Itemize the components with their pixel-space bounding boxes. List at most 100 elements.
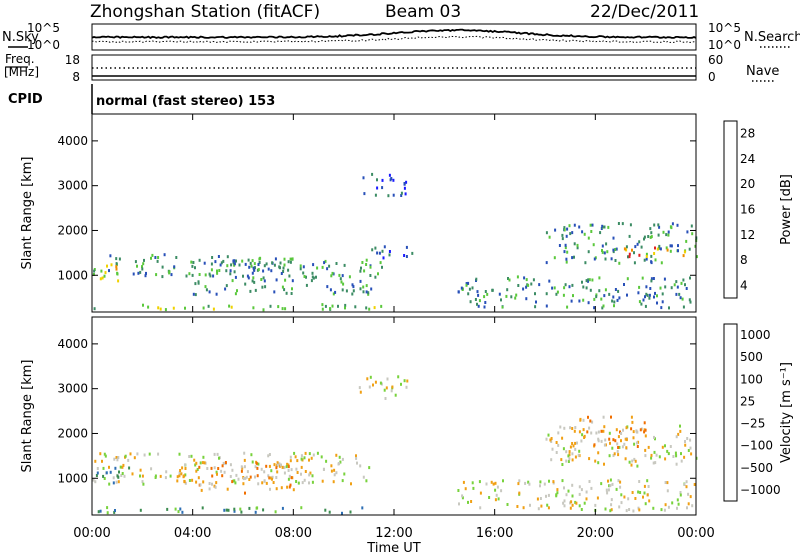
power-echo-cell	[617, 222, 620, 225]
power-echo-cell	[675, 292, 678, 296]
velocity-echo-cell	[693, 483, 696, 486]
velocity-echo-cell	[180, 472, 183, 476]
power-echo-cell	[691, 232, 694, 236]
velocity-echo-cell	[565, 493, 568, 497]
velocity-echo-cell	[202, 455, 205, 459]
velocity-echo-cell	[405, 385, 408, 389]
velocity-echo-cell	[139, 474, 141, 478]
velocity-echo-cell	[630, 415, 633, 419]
power-echo-cell	[535, 300, 537, 304]
velocity-echo-cell	[597, 439, 600, 443]
power-echo-cell	[677, 244, 679, 248]
power-echo-cell	[475, 277, 478, 281]
velocity-echo-cell	[188, 479, 191, 482]
power-echo-cell	[192, 292, 195, 296]
power-echo-cell	[332, 272, 335, 276]
power-echo-cell	[600, 297, 603, 301]
velocity-echo-cell	[679, 491, 682, 494]
velocity-echo-cell	[199, 483, 202, 487]
velocity-echo-cell	[183, 474, 186, 478]
power-echo-cell	[141, 265, 143, 269]
power-echo-cell	[474, 298, 477, 301]
velocity-echo-cell	[610, 498, 613, 502]
power-echo-cell	[373, 306, 376, 310]
x-axis-title: Time UT	[366, 541, 420, 554]
velocity-echo-cell	[671, 501, 674, 505]
velocity-echo-cell	[240, 510, 243, 514]
velocity-echo-cell	[103, 452, 106, 456]
power-echo-cell	[110, 263, 113, 267]
velocity-echo-cell	[214, 485, 217, 489]
velocity-echo-cell	[546, 503, 549, 507]
power-echo-cell	[219, 263, 222, 267]
power-echo-cell	[670, 244, 673, 248]
date-label: 22/Dec/2011	[590, 2, 699, 22]
velocity-echo-cell	[458, 502, 460, 506]
velocity-echo-cell	[517, 482, 520, 486]
power-echo-cell	[93, 268, 96, 271]
power-echo-cell	[154, 256, 157, 259]
power-echo-cell	[669, 244, 672, 248]
power-echo-cell	[185, 274, 188, 278]
power-echo-cell	[476, 290, 479, 294]
velocity-echo-cell	[548, 479, 550, 483]
power-echo-cell	[118, 257, 121, 261]
velocity-echo-cell	[669, 445, 672, 448]
velocity-echo-cell	[92, 478, 95, 482]
velocity-echo-cell	[295, 480, 298, 483]
power-echo-cell	[247, 258, 250, 262]
velocity-echo-cell	[243, 458, 246, 462]
power-echo-cell	[568, 224, 571, 228]
power-echo-cell	[657, 233, 660, 237]
power-echo-cell	[467, 281, 470, 285]
velocity-echo-cell	[301, 481, 304, 485]
power-echo-cell	[367, 291, 370, 295]
velocity-echo-cell	[181, 510, 184, 514]
velocity-echo-cell	[478, 480, 481, 484]
velocity-echo-cell	[571, 494, 574, 498]
velocity-echo-cell	[184, 473, 187, 477]
velocity-echo-cell	[124, 454, 127, 458]
velocity-echo-cell	[141, 480, 144, 484]
power-echo-cell	[335, 262, 338, 265]
velocity-echo-cell	[650, 456, 653, 460]
power-echo-cell	[681, 297, 684, 301]
power-echo-cell	[302, 265, 305, 269]
velocity-echo-cell	[178, 471, 181, 475]
velocity-echo-cell	[612, 438, 615, 442]
velocity-echo-cell	[341, 479, 344, 483]
power-echo-cell	[117, 279, 120, 283]
power-echo-cell	[244, 262, 247, 266]
velocity-echo-cell	[555, 494, 558, 498]
velocity-echo-cell	[652, 506, 655, 510]
velocity-echo-cell	[563, 504, 566, 508]
velocity-echo-cell	[552, 480, 555, 484]
power-echo-cell	[354, 305, 357, 309]
power-echo-cell	[589, 223, 592, 227]
velocity-echo-cell	[223, 508, 226, 512]
velocity-echo-cell	[590, 431, 593, 435]
x-tick-label: 12:00	[375, 526, 412, 541]
velocity-echo-cell	[159, 474, 162, 478]
velocity-echo-cell	[99, 452, 102, 456]
velocity-echo-cell	[338, 462, 341, 465]
power-echo-cell	[209, 274, 212, 278]
power-echo-cell	[545, 304, 548, 308]
velocity-echo-cell	[265, 481, 268, 485]
velocity-echo-cell	[563, 499, 566, 503]
velocity-echo-cell	[644, 434, 647, 438]
power-echo-cell	[582, 285, 585, 289]
power-echo-cell	[363, 269, 366, 273]
power-echo-cell	[654, 246, 656, 250]
power-echo-cell	[277, 305, 280, 309]
velocity-echo-cell	[583, 434, 586, 438]
power-echo-cell	[553, 286, 556, 290]
velocity-echo-cell	[268, 476, 271, 480]
power-echo-cell	[273, 263, 276, 267]
velocity-echo-cell	[190, 454, 193, 458]
velocity-echo-cell	[687, 502, 690, 506]
power-echo-cell	[202, 306, 205, 310]
velocity-echo-cell	[611, 482, 614, 486]
velocity-echo-cell	[338, 455, 341, 459]
power-echo-cell	[164, 308, 167, 312]
